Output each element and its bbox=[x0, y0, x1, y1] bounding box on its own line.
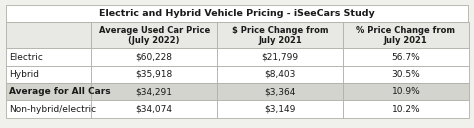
Bar bbox=[6, 22, 91, 48]
Bar bbox=[217, 83, 343, 100]
Text: 10.9%: 10.9% bbox=[392, 87, 420, 96]
Bar bbox=[6, 48, 91, 66]
Bar bbox=[217, 66, 343, 83]
Text: Average Used Car Price
(July 2022): Average Used Car Price (July 2022) bbox=[99, 26, 210, 45]
Text: $3,364: $3,364 bbox=[264, 87, 296, 96]
Bar bbox=[6, 83, 91, 100]
Bar bbox=[91, 66, 217, 83]
Bar bbox=[217, 48, 343, 66]
Text: $8,403: $8,403 bbox=[264, 70, 296, 79]
Text: Non-hybrid/electric: Non-hybrid/electric bbox=[9, 105, 97, 114]
Bar bbox=[6, 66, 91, 83]
Text: $60,228: $60,228 bbox=[136, 53, 173, 62]
Bar bbox=[343, 48, 469, 66]
Bar bbox=[343, 83, 469, 100]
Bar bbox=[91, 83, 217, 100]
Text: % Price Change from
July 2021: % Price Change from July 2021 bbox=[356, 26, 456, 45]
Text: Electric and Hybrid Vehicle Pricing - iSeeCars Study: Electric and Hybrid Vehicle Pricing - iS… bbox=[99, 9, 375, 18]
Bar bbox=[91, 48, 217, 66]
Text: Electric: Electric bbox=[9, 53, 43, 62]
Text: $34,074: $34,074 bbox=[136, 105, 173, 114]
Bar bbox=[91, 100, 217, 118]
Bar bbox=[6, 5, 468, 22]
Bar bbox=[343, 66, 469, 83]
Text: $3,149: $3,149 bbox=[264, 105, 296, 114]
Bar bbox=[343, 100, 469, 118]
Text: Average for All Cars: Average for All Cars bbox=[9, 87, 111, 96]
Text: 30.5%: 30.5% bbox=[392, 70, 420, 79]
Text: $35,918: $35,918 bbox=[136, 70, 173, 79]
Text: Hybrid: Hybrid bbox=[9, 70, 39, 79]
Text: 56.7%: 56.7% bbox=[392, 53, 420, 62]
Bar bbox=[217, 22, 343, 48]
Bar bbox=[6, 100, 91, 118]
Text: $34,291: $34,291 bbox=[136, 87, 173, 96]
Text: 10.2%: 10.2% bbox=[392, 105, 420, 114]
Text: $21,799: $21,799 bbox=[262, 53, 299, 62]
Bar bbox=[91, 22, 217, 48]
Bar bbox=[217, 100, 343, 118]
Bar bbox=[343, 22, 469, 48]
Text: $ Price Change from
July 2021: $ Price Change from July 2021 bbox=[232, 26, 328, 45]
